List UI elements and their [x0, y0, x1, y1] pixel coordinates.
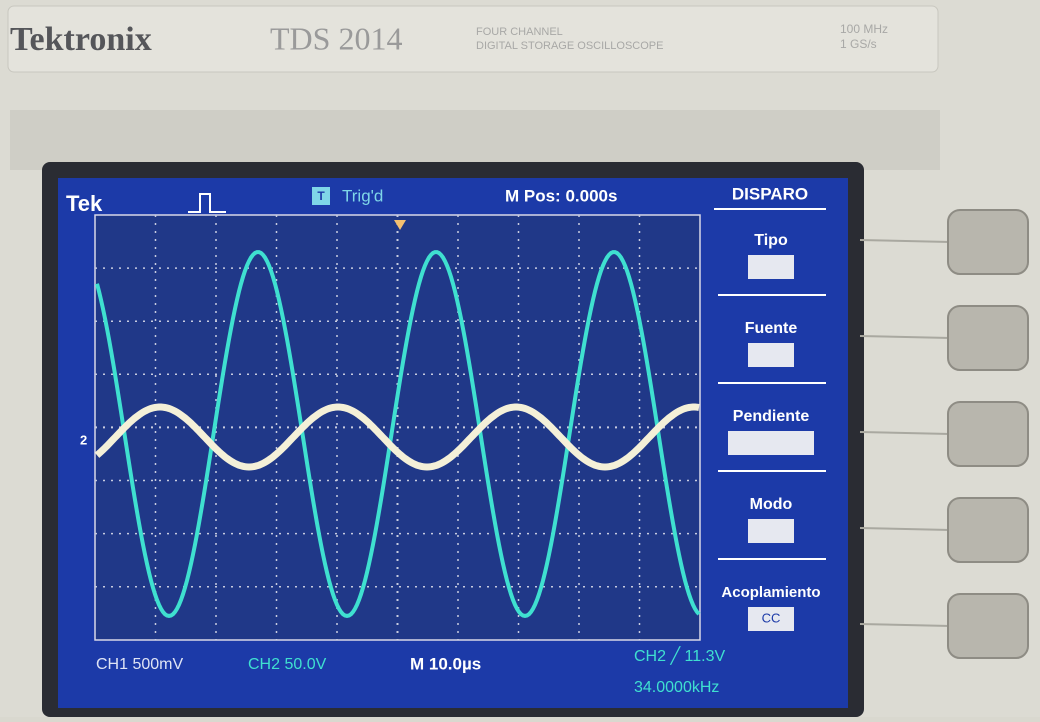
channel-marker: 2: [80, 432, 87, 447]
readout-ch2: CH2 50.0V: [248, 656, 327, 673]
menu-label: Acoplamiento: [721, 584, 820, 601]
trigger-icon: T: [317, 189, 325, 203]
trigger-state: Trig'd: [342, 186, 383, 205]
oscilloscope-photo: Tektronix TDS 2014 FOUR CHANNEL DIGITAL …: [0, 0, 1040, 717]
page: Tektronix TDS 2014 FOUR CHANNEL DIGITAL …: [0, 0, 1040, 717]
logo: Tek: [66, 191, 103, 216]
menu-value-box: [748, 255, 794, 279]
softkey[interactable]: [948, 498, 1028, 562]
position: M Pos: 0.000s: [505, 186, 617, 205]
menu-label: Tipo: [754, 232, 788, 249]
readout-timebase: M 10.0µs: [410, 654, 481, 673]
menu-value-box: [748, 519, 794, 543]
menu-label: Modo: [750, 496, 793, 513]
readout-frequency: 34.0000kHz: [634, 679, 719, 696]
menu-label: Fuente: [745, 320, 798, 337]
description: DIGITAL STORAGE OSCILLOSCOPE: [476, 40, 663, 52]
menu-value: CC: [762, 610, 781, 625]
menu-value-box: [748, 343, 794, 367]
softkey[interactable]: [948, 210, 1028, 274]
softkey[interactable]: [948, 306, 1028, 370]
readout-ch1: CH1 500mV: [96, 656, 183, 673]
menu-title: DISPARO: [732, 184, 808, 203]
spec: 100 MHz: [840, 22, 888, 36]
brand: Tektronix: [10, 21, 152, 58]
bezel-shadow: [10, 110, 940, 170]
description: FOUR CHANNEL: [476, 26, 563, 38]
spec: 1 GS/s: [840, 37, 877, 51]
menu-label: Pendiente: [733, 408, 810, 425]
menu-value-box: [728, 431, 814, 455]
readout-trigger: CH2 ╱ 11.3V: [634, 646, 725, 665]
softkey[interactable]: [948, 594, 1028, 658]
softkey[interactable]: [948, 402, 1028, 466]
model: TDS 2014: [270, 20, 402, 56]
